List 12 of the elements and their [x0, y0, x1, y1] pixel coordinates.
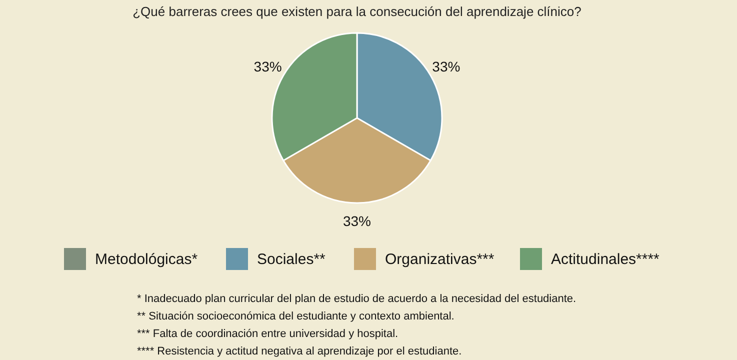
text: *** Falta de coordinación entre universidad y hospital. — [137, 328, 398, 340]
legend-label: Sociales** — [257, 251, 326, 268]
text: **** Resistencia y actitud negativa al aprendizaje por el estudiante. — [137, 346, 462, 358]
data-label: 33% — [342, 213, 372, 229]
chart-title: ¿Qué barreras crees que existen para la consecución del aprendizaje clínico? — [132, 4, 582, 19]
text: * Inadecuado plan curricular del plan de estudio de acuerdo a la necesidad del estudiante. — [137, 293, 576, 305]
data-label: 33% — [432, 58, 460, 74]
text: ** Situación socioeconómica del estudiante y contexto ambiental. — [137, 310, 454, 322]
data-label: 33% — [254, 58, 282, 74]
legend-label: Metodológicas* — [95, 251, 198, 268]
legend-label: Organizativas*** — [385, 251, 494, 268]
legend-label: Actitudinales**** — [551, 251, 660, 268]
